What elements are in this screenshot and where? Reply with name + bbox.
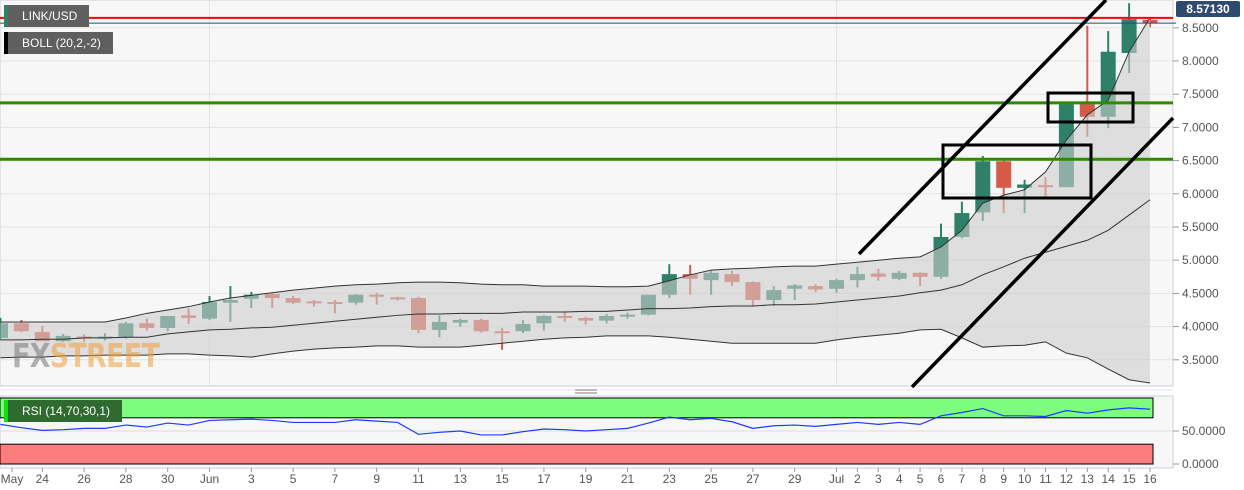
bollinger-bands [0,17,1151,384]
x-tick-label: 5 [917,472,924,486]
x-tick-label: 26 [77,472,91,486]
x-tick-label: 25 [704,472,718,486]
x-tick-label: 7 [959,472,966,486]
y-tick-label: 8.5000 [1182,21,1219,35]
consolidation-box-1[interactable] [941,143,1093,200]
y-tick-label: 7.0000 [1182,120,1219,134]
x-tick-label: 4 [896,472,903,486]
y-tick-label: 4.5000 [1182,286,1219,300]
horizontal-levels [0,16,1176,161]
lower-trendline[interactable] [910,116,1175,389]
x-tick-label: 24 [36,472,50,486]
rsi-overbought-zone [0,397,1154,419]
x-tick-label: 9 [1000,472,1007,486]
x-tick-label: 13 [454,472,468,486]
resize-handle-icon[interactable] [575,389,597,394]
x-tick-label: 5 [290,472,297,486]
x-tick-label: 15 [495,472,509,486]
x-tick-label: 3 [248,472,255,486]
x-tick-label: 15 [1122,472,1136,486]
y-tick-label: 6.5000 [1182,154,1219,168]
bollinger-label[interactable]: BOLL (20,2,-2) [4,32,113,54]
candle-body [1121,19,1137,54]
candle-body [1017,184,1033,188]
y-tick-label: 3.5000 [1182,353,1219,367]
drawings[interactable] [857,0,1175,389]
rsi-y-tick-label: 50.0000 [1182,424,1226,438]
y-tick-label: 6.0000 [1182,187,1219,201]
x-tick-label: 23 [663,472,677,486]
y-tick-label: 7.5000 [1182,87,1219,101]
x-tick-label: 16 [1143,472,1157,486]
x-tick-label: May [1,472,24,486]
x-tick-label: 13 [1081,472,1095,486]
x-tick-label: 12 [1060,472,1074,486]
consolidation-box-2[interactable] [1046,91,1135,124]
bollinger-upper-line [0,17,1151,323]
x-tick-label: 21 [621,472,635,486]
x-tick-label: 19 [579,472,593,486]
rsi-label[interactable]: RSI (14,70,30,1) [4,400,123,422]
upper-trendline[interactable] [857,0,1108,256]
rsi-panel: 0.0000 50.0000 [0,397,1226,471]
x-tick-label: 8 [979,472,986,486]
price-axis: 3.5000 4.0000 4.5000 5.0000 5.5000 6.0000 6.50… [1173,21,1219,367]
x-tick-label: 14 [1102,472,1116,486]
x-tick-label: 17 [537,472,551,486]
x-tick-label: 28 [119,472,133,486]
x-tick-label: 7 [332,472,339,486]
x-tick-label: 9 [373,472,380,486]
x-tick-label: 6 [938,472,945,486]
y-tick-label: 8.0000 [1182,54,1219,68]
bollinger-fill [0,17,1150,384]
x-tick-label: 10 [1018,472,1032,486]
rsi-line [0,407,1151,436]
watermark-fx: FX [12,336,51,375]
rsi-oversold-zone [0,443,1154,465]
date-axis: May 24 26 28 30 Jun 3 5 7 9 11 13 15 17 19 21 23 25 27 29 Ju… [1,468,1157,486]
x-tick-label: 3 [875,472,882,486]
watermark-street: STREET [49,336,160,375]
x-tick-label: 30 [161,472,175,486]
x-tick-label: 2 [854,472,861,486]
y-tick-label: 5.0000 [1182,253,1219,267]
bollinger-middle-line [0,199,1151,341]
x-tick-label: Jun [200,472,219,486]
x-tick-label: 11 [1039,472,1052,486]
symbol-label[interactable]: LINK/USD [4,5,90,27]
current-price-tag: 8.57130 [1176,1,1240,17]
fxstreet-watermark: FXSTREET [12,336,160,375]
x-tick-label: 29 [788,472,802,486]
x-tick-label: 11 [412,472,425,486]
candle-body [975,161,991,213]
rsi-y-tick-label: 0.0000 [1182,457,1219,471]
y-tick-label: 4.0000 [1182,320,1219,334]
bollinger-lower-line [0,328,1151,384]
x-tick-label: 27 [746,472,760,486]
y-tick-label: 5.5000 [1182,220,1219,234]
candle-body [996,161,1012,188]
x-tick-label: Jul [829,472,844,486]
